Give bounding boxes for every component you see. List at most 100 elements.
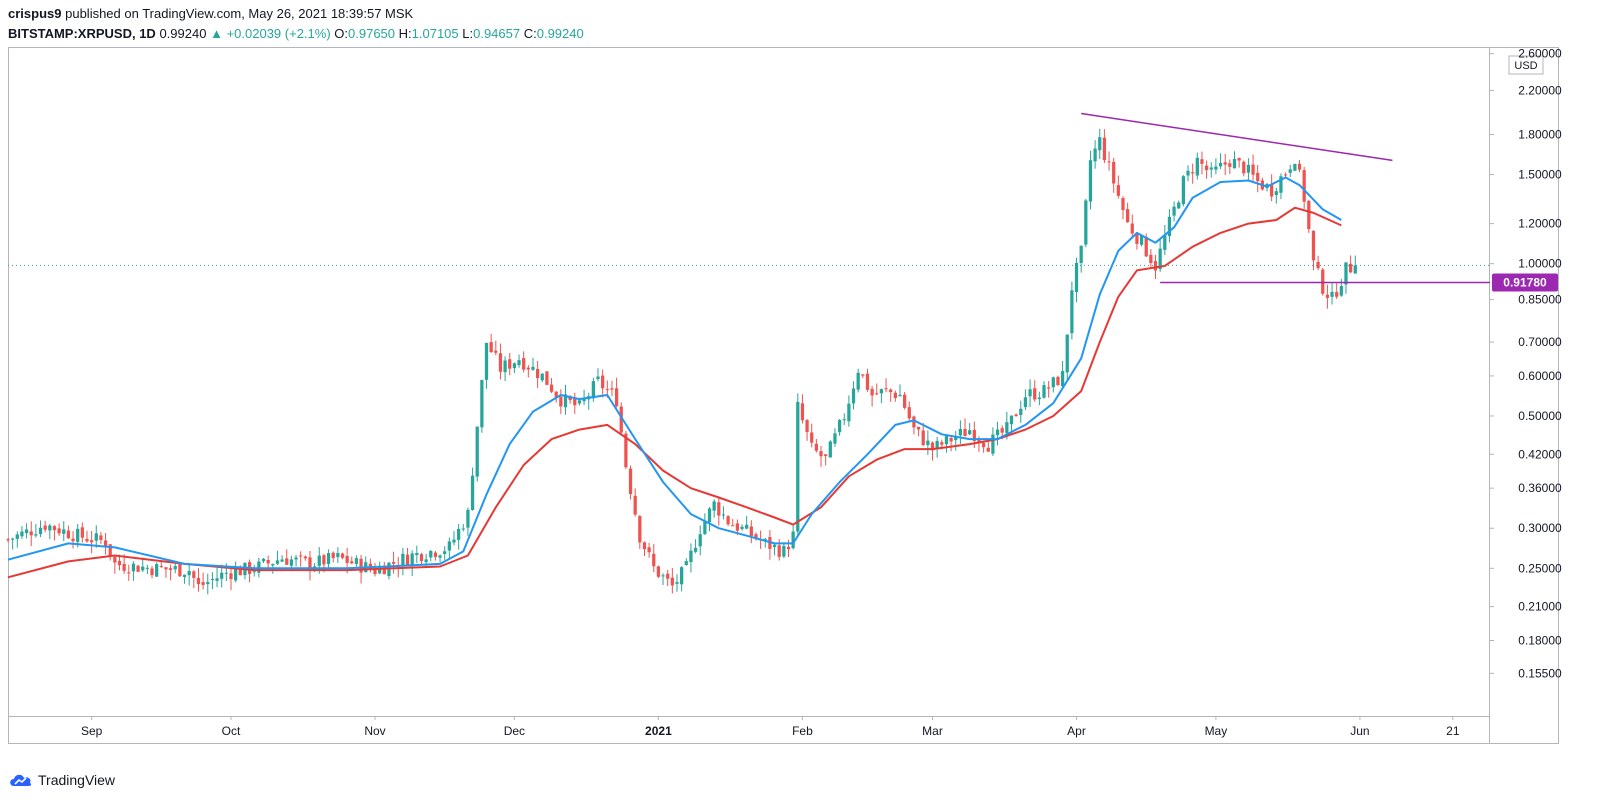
candle-body — [1339, 286, 1343, 296]
candle-body — [1214, 166, 1218, 170]
candle-body — [1051, 377, 1055, 388]
candle-body — [1009, 415, 1014, 425]
candle-body — [178, 564, 182, 577]
candle-body — [726, 516, 730, 525]
candle-body — [717, 502, 721, 516]
candle-body — [1311, 230, 1316, 261]
candle-body — [1172, 206, 1176, 216]
candle-body — [38, 527, 43, 535]
candle-body — [6, 539, 10, 541]
candle-body — [879, 389, 884, 394]
candle-body — [1270, 183, 1274, 197]
candle-body — [1181, 176, 1186, 205]
candle-body — [503, 360, 507, 373]
candle-body — [410, 553, 414, 566]
candle-body — [1195, 157, 1199, 176]
candle-body — [373, 569, 377, 575]
candle-body — [1130, 223, 1134, 234]
candle-body — [145, 567, 149, 569]
candle-body — [772, 544, 777, 547]
candle-body — [1246, 164, 1251, 173]
last-price: 0.99240 — [159, 26, 207, 41]
candle-body — [85, 538, 89, 542]
low-label: L: — [462, 26, 474, 41]
price-tick-label: 0.30000 — [1518, 521, 1562, 535]
candle-body — [865, 373, 870, 390]
candle-body — [1093, 148, 1097, 162]
candle-body — [870, 388, 874, 396]
candle-body — [1242, 161, 1246, 174]
price-tick-label: 1.00000 — [1518, 257, 1562, 271]
candle-body — [1107, 161, 1111, 163]
candle-body — [1028, 389, 1032, 397]
candle-body — [1279, 176, 1283, 193]
candle-body — [1014, 414, 1018, 417]
candle-body — [944, 435, 949, 445]
candle-body — [113, 556, 117, 563]
time-tick-label: Nov — [364, 724, 385, 738]
candle-body — [43, 525, 47, 530]
candle-body — [810, 432, 814, 443]
time-tick-label: Sep — [81, 724, 103, 738]
candle-body — [1065, 334, 1069, 373]
candle-body — [155, 564, 159, 577]
open-value: 0.97650 — [348, 26, 396, 41]
candle-body — [512, 363, 517, 369]
candle-body — [308, 557, 312, 570]
candle-body — [935, 440, 939, 449]
candle-body — [786, 546, 791, 550]
candle-body — [419, 554, 424, 562]
candle-body — [1288, 169, 1292, 173]
candle-body — [675, 582, 679, 584]
candle-body — [568, 396, 572, 401]
price-tick-label: 0.42000 — [1518, 447, 1562, 461]
candle-body — [210, 578, 215, 580]
candle-body — [317, 555, 321, 566]
candle-body — [466, 509, 470, 528]
candle-body — [689, 550, 693, 563]
time-tick-label: Apr — [1067, 724, 1086, 738]
candle-body — [1056, 376, 1060, 386]
time-tick-label: Oct — [222, 724, 241, 738]
candle-body — [1177, 202, 1181, 209]
ma-slow-line — [7, 206, 1342, 579]
candle-body — [1321, 269, 1325, 294]
time-tick-label: 21 — [1446, 724, 1460, 738]
candle-body — [266, 559, 270, 564]
candle-body — [833, 433, 837, 444]
candle-body — [619, 406, 623, 433]
candle-body — [824, 454, 828, 457]
candle-body — [438, 555, 442, 558]
candle-body — [898, 394, 902, 397]
support-price-label: 0.91780 — [1503, 276, 1547, 290]
candle-body — [749, 526, 753, 537]
candle-body — [359, 558, 363, 573]
candle-body — [638, 516, 642, 543]
candle-body — [1302, 170, 1306, 202]
candle-body — [350, 561, 354, 564]
candle-body — [610, 388, 614, 390]
candle-body — [89, 540, 94, 543]
author-name[interactable]: crispus9 — [8, 6, 62, 21]
candle-body — [782, 545, 786, 557]
candle-body — [1139, 235, 1144, 245]
tradingview-logo[interactable]: TradingView — [8, 772, 115, 788]
open-label: O: — [334, 26, 349, 41]
candle-body — [981, 442, 986, 448]
candle-body — [461, 528, 465, 530]
candle-body — [289, 559, 294, 566]
candle-body — [842, 419, 846, 421]
candle-body — [76, 528, 80, 542]
candle-body — [1019, 408, 1023, 416]
candle-body — [563, 394, 568, 408]
candle-body — [489, 342, 493, 353]
candle-body — [206, 582, 210, 585]
candle-body — [731, 525, 735, 527]
candle-body — [447, 541, 451, 551]
chart-frame — [8, 47, 1559, 744]
candle-body — [1344, 262, 1348, 285]
candle-body — [995, 429, 1000, 436]
candle-body — [391, 562, 396, 564]
symbol-label[interactable]: BITSTAMP:XRPUSD, 1D — [8, 26, 156, 41]
